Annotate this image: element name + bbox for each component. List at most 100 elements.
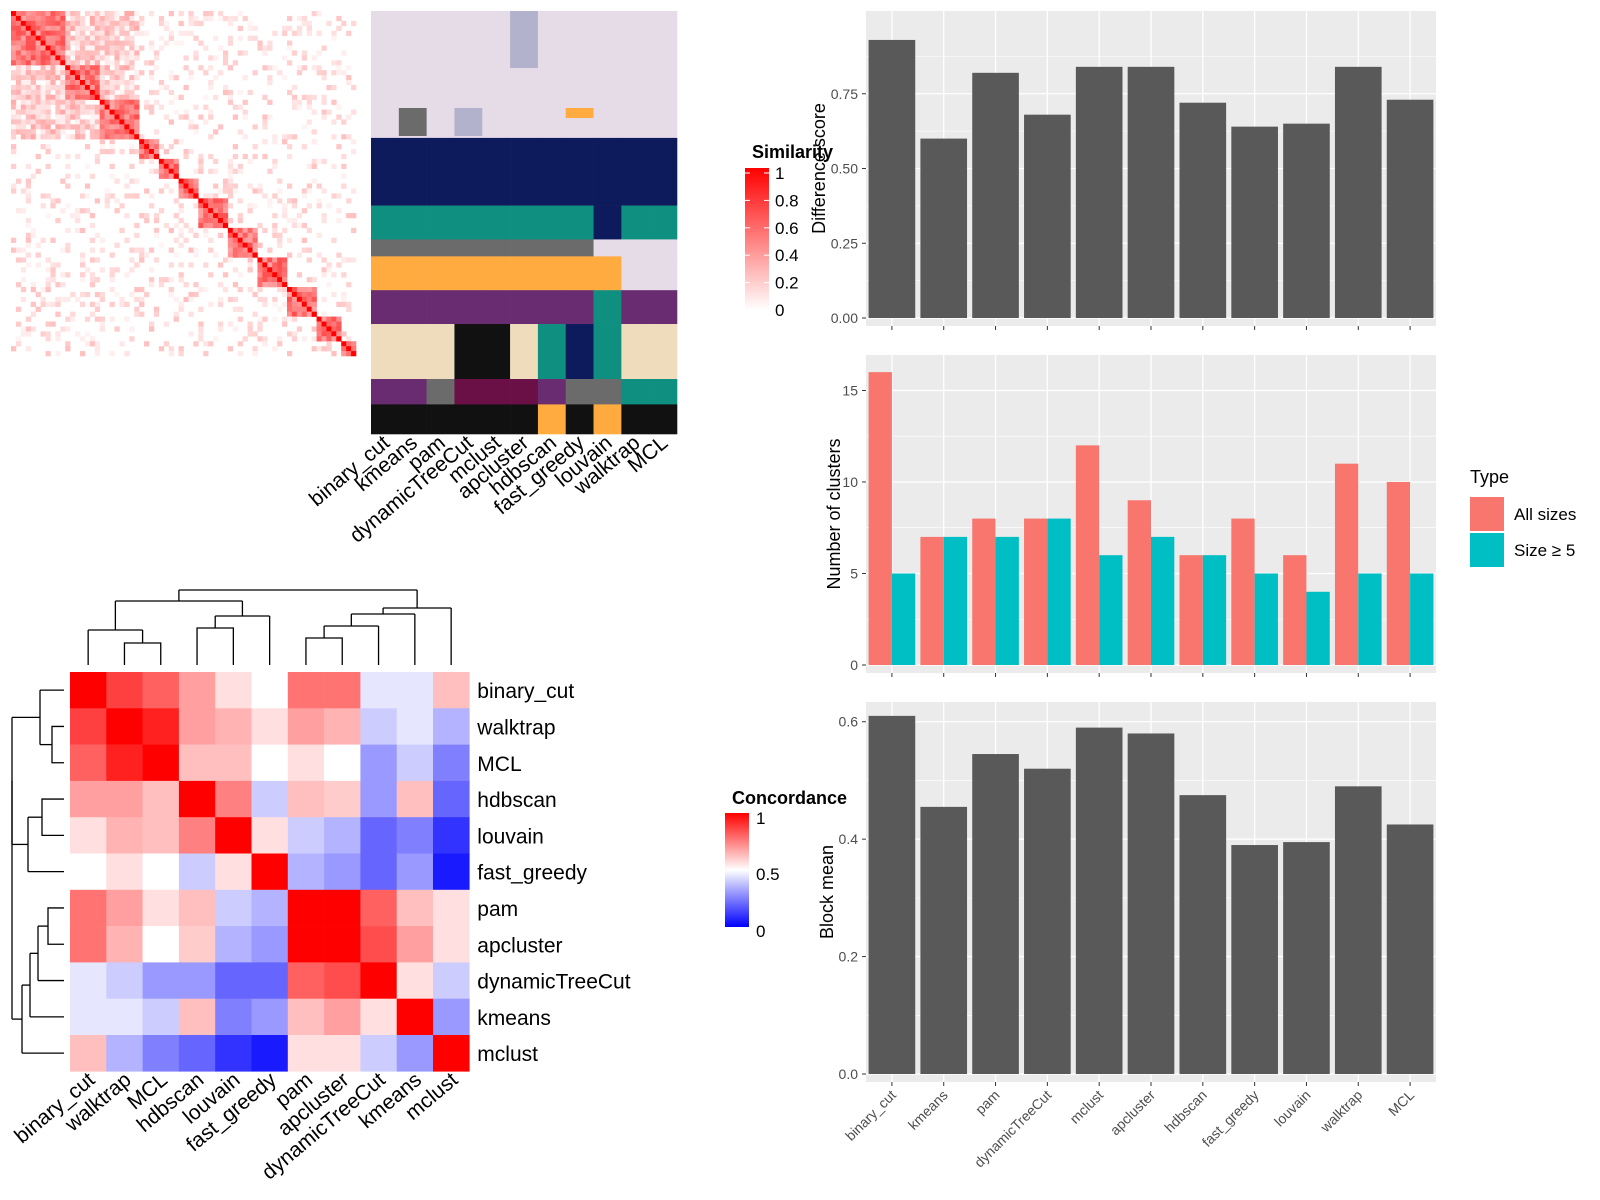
similarity-cell <box>35 124 41 130</box>
similarity-cell <box>139 296 145 303</box>
similarity-cell <box>153 213 160 219</box>
similarity-cell <box>208 168 214 174</box>
similarity-cell <box>282 267 288 273</box>
similarity-cell <box>257 277 263 283</box>
concordance-cell <box>433 926 470 963</box>
similarity-cell <box>75 296 81 303</box>
similarity-cell <box>247 237 253 243</box>
similarity-cell <box>45 114 51 120</box>
bar-size---5 <box>943 536 968 665</box>
similarity-cell <box>114 70 120 76</box>
cluster-cell <box>565 137 594 206</box>
similarity-cell <box>287 25 293 32</box>
concordance-cell <box>215 817 252 854</box>
similarity-cell <box>114 80 120 86</box>
dendrogram-branch <box>305 637 343 665</box>
similarity-cell <box>114 104 120 110</box>
similarity-cell <box>237 247 243 253</box>
similarity-cell <box>30 282 36 288</box>
similarity-cell <box>153 55 160 61</box>
cluster-cell <box>649 239 678 257</box>
similarity-cell <box>316 50 322 56</box>
similarity-cell <box>291 50 298 56</box>
similarity-cell <box>129 257 135 263</box>
similarity-cell <box>89 55 96 61</box>
similarity-cell <box>237 272 243 278</box>
similarity-cell <box>158 242 165 248</box>
similarity-cell <box>25 163 32 170</box>
similarity-cell <box>173 139 179 145</box>
y-tick-label: 0.75 <box>831 86 858 102</box>
similarity-cell <box>94 75 101 81</box>
similarity-cell <box>134 232 140 239</box>
similarity-cell <box>208 109 214 115</box>
concordance-cell <box>106 744 143 782</box>
similarity-cell <box>45 134 51 140</box>
bar <box>1024 114 1071 319</box>
similarity-cell <box>45 109 51 115</box>
similarity-cell <box>341 70 347 76</box>
similarity-cell <box>227 40 234 46</box>
cluster-cell <box>398 379 427 405</box>
concordance-row-label: mclust <box>477 1043 538 1066</box>
cluster-cell <box>371 256 400 291</box>
cluster-cell <box>565 379 594 405</box>
cluster-cell <box>649 205 678 240</box>
similarity-cell <box>203 227 209 234</box>
similarity-cell <box>316 183 322 189</box>
similarity-cell <box>60 109 66 115</box>
similarity-cell <box>139 311 145 317</box>
similarity-cell <box>109 15 115 22</box>
similarity-cell <box>183 114 189 120</box>
similarity-cell <box>262 282 268 288</box>
similarity-cell <box>45 65 51 71</box>
similarity-cell <box>158 208 165 214</box>
similarity-cell <box>291 287 298 293</box>
similarity-cell <box>158 188 165 194</box>
similarity-cell <box>326 109 332 115</box>
cluster-cell <box>398 108 427 136</box>
similarity-cell <box>124 30 130 36</box>
similarity-cell <box>203 232 209 239</box>
similarity-cell <box>158 80 165 86</box>
similarity-cell <box>341 153 347 160</box>
concordance-cell <box>433 1035 470 1072</box>
similarity-cell <box>326 262 332 268</box>
bar <box>1024 768 1071 1074</box>
similarity-cell <box>232 267 239 273</box>
similarity-cell <box>139 252 145 258</box>
similarity-cell <box>134 30 140 36</box>
similarity-cell <box>129 25 135 32</box>
similarity-cell <box>80 109 86 115</box>
similarity-cell <box>94 94 101 101</box>
similarity-cell <box>40 114 46 120</box>
y-tick-label: 0.2 <box>839 949 859 965</box>
cluster-cell <box>510 11 538 68</box>
bar-size---5 <box>891 573 916 665</box>
similarity-cell <box>139 30 145 36</box>
cluster-cell <box>565 239 594 257</box>
similarity-cell <box>80 252 86 258</box>
similarity-cell <box>139 247 145 253</box>
similarity-cell <box>65 296 71 303</box>
similarity-cell <box>247 158 253 165</box>
similarity-cell <box>336 144 342 150</box>
similarity-cell <box>178 232 184 239</box>
similarity-cell <box>75 55 81 61</box>
similarity-cell <box>291 331 298 337</box>
similarity-cell <box>237 163 243 170</box>
similarity-cell <box>163 321 170 327</box>
similarity-cell <box>124 84 130 91</box>
similarity-cell <box>75 50 81 56</box>
similarity-cell <box>129 291 135 298</box>
similarity-cell <box>316 65 322 71</box>
similarity-cell <box>45 20 51 27</box>
similarity-cell <box>70 50 76 56</box>
similarity-cell <box>149 89 155 96</box>
similarity-cell <box>65 99 71 105</box>
similarity-cell <box>237 232 243 239</box>
bar-all-sizes <box>1024 518 1048 665</box>
concordance-cell <box>287 926 325 963</box>
similarity-cell <box>94 35 101 41</box>
similarity-cell <box>149 104 155 110</box>
